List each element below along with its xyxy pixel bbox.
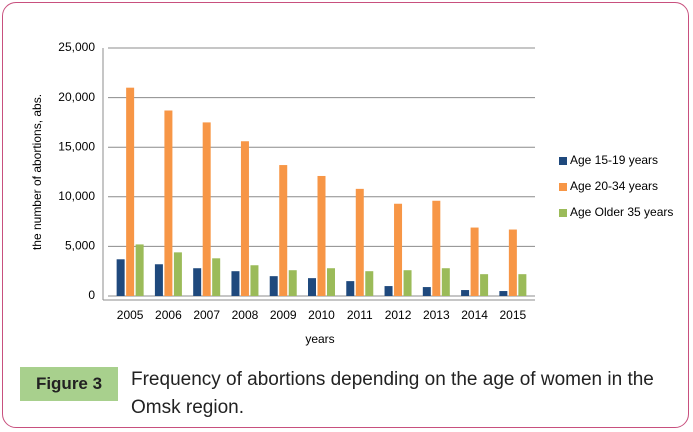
bar [346, 281, 355, 296]
bar [365, 271, 374, 296]
bar [317, 175, 326, 296]
figure-caption: Frequency of abortions depending on the … [131, 369, 654, 418]
bar [508, 229, 517, 296]
bar [308, 278, 316, 296]
legend-swatch [559, 157, 567, 165]
chart: years the number of abortions, abs. 0 5,0… [30, 40, 673, 346]
y-tick-label: 15,000 [58, 139, 95, 153]
x-tick-label: 2008 [232, 308, 259, 322]
x-axis-label: years [305, 332, 334, 346]
bar [212, 258, 221, 296]
frame [2, 2, 689, 428]
bar [461, 290, 470, 296]
bar [269, 276, 278, 296]
figure-label: Figure 3 [20, 367, 118, 401]
x-tick-label: 2012 [385, 308, 412, 322]
x-tick-label: 2006 [155, 308, 182, 322]
x-tick-label: 2014 [461, 308, 488, 322]
x-tick-label: 2010 [308, 308, 335, 322]
y-tick-label: 20,000 [58, 90, 95, 104]
bar [288, 270, 297, 296]
legend-label: Age Older 35 years [570, 205, 673, 219]
bar [126, 87, 135, 297]
bar [202, 122, 211, 297]
bar [422, 287, 431, 296]
bar [499, 291, 508, 296]
bar [279, 165, 288, 296]
bar [432, 200, 441, 296]
y-axis-label: the number of abortions, abs. [30, 94, 44, 250]
bar [250, 265, 259, 296]
bar [355, 188, 364, 296]
legend-swatch [559, 209, 567, 217]
legend-label: Age 15-19 years [570, 153, 658, 167]
bar [518, 274, 527, 296]
y-tick-label: 25,000 [58, 40, 95, 54]
x-tick-label: 2009 [270, 308, 297, 322]
bar [470, 227, 479, 296]
bar [135, 244, 144, 296]
legend-swatch [559, 183, 567, 191]
bar [480, 274, 489, 296]
bar [327, 268, 335, 296]
legend-label: Age 20-34 years [570, 179, 658, 193]
bar [394, 203, 403, 296]
x-tick-label: 2007 [193, 308, 220, 322]
bar [173, 252, 182, 296]
x-tick-label: 2013 [423, 308, 450, 322]
bar [240, 141, 249, 296]
bar [154, 264, 163, 296]
bar [193, 268, 202, 296]
x-tick-label: 2015 [500, 308, 527, 322]
y-tick-label: 10,000 [58, 189, 95, 203]
x-tick-label: 2005 [117, 308, 144, 322]
bar [164, 110, 173, 296]
bar [231, 271, 240, 296]
y-tick-label: 5,000 [65, 239, 95, 253]
x-tick-label: 2011 [347, 308, 373, 322]
bar [403, 270, 412, 296]
bar [116, 259, 125, 296]
bar [441, 268, 450, 296]
y-tick-label: 0 [88, 288, 95, 302]
bar [384, 286, 393, 296]
